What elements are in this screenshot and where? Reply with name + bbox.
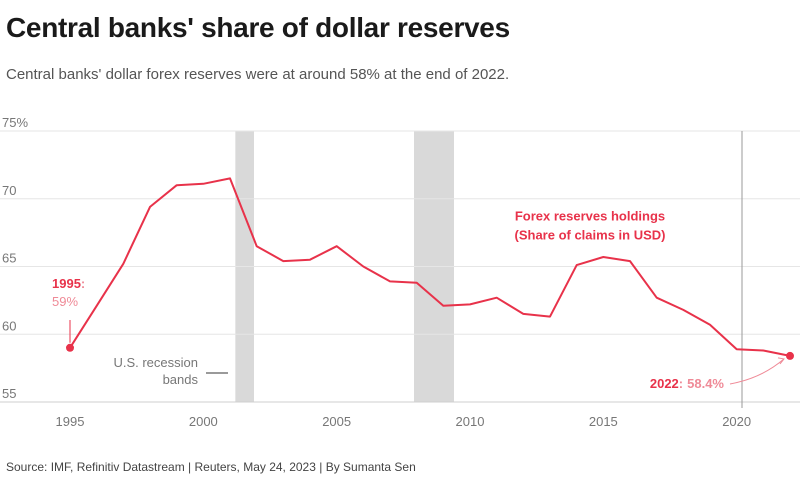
x-tick-label: 2000: [189, 414, 218, 429]
x-tick-label: 2015: [589, 414, 618, 429]
series-label-line-2: (Share of claims in USD): [515, 227, 666, 242]
svg-text:2022:58.4%: 2022: 58.4%: [650, 376, 725, 391]
end-arrow: [729, 357, 785, 385]
end-value-label: 58.4%: [687, 376, 724, 391]
x-tick-label: 2020: [722, 414, 751, 429]
gridlines: [0, 130, 800, 408]
end-sep: :: [679, 376, 683, 391]
series-line: [69, 177, 791, 357]
svg-text:1995:: 1995:: [52, 276, 85, 291]
y-tick-label: 65: [2, 251, 16, 266]
recession-legend-line-1: U.S. recession: [113, 355, 198, 370]
chart-subtitle: Central banks' dollar forex reserves wer…: [6, 66, 510, 83]
y-tick-label: 75%: [2, 115, 28, 130]
x-tick-label: 2005: [322, 414, 351, 429]
end-point: [786, 351, 794, 360]
end-year-label: 2022: [650, 376, 679, 391]
start-year-label: 1995: [52, 276, 81, 291]
x-tick-label: 1995: [56, 414, 85, 429]
start-annotation: 1995: 59%: [52, 276, 85, 343]
series-layer: [66, 177, 794, 360]
y-tick-label: 70: [2, 183, 16, 198]
axis-ticks: 55 60 65 70 75% 1995 2000 2005 2010 2015 2020: [2, 115, 751, 429]
y-tick-label: 55: [2, 386, 16, 401]
start-sep: :: [81, 276, 85, 291]
start-value-label: 59%: [52, 294, 78, 309]
end-annotation: 2022: 58.4%: [650, 357, 785, 391]
y-tick-label: 60: [2, 318, 16, 333]
source-note: Source: IMF, Refinitiv Datastream | Reut…: [6, 460, 416, 474]
chart-title: Central banks' share of dollar reserves: [6, 12, 510, 43]
series-label-line-1: Forex reserves holdings: [515, 208, 665, 223]
recession-legend-line-2: bands: [163, 372, 199, 387]
start-point: [66, 343, 74, 352]
x-tick-label: 2010: [456, 414, 485, 429]
